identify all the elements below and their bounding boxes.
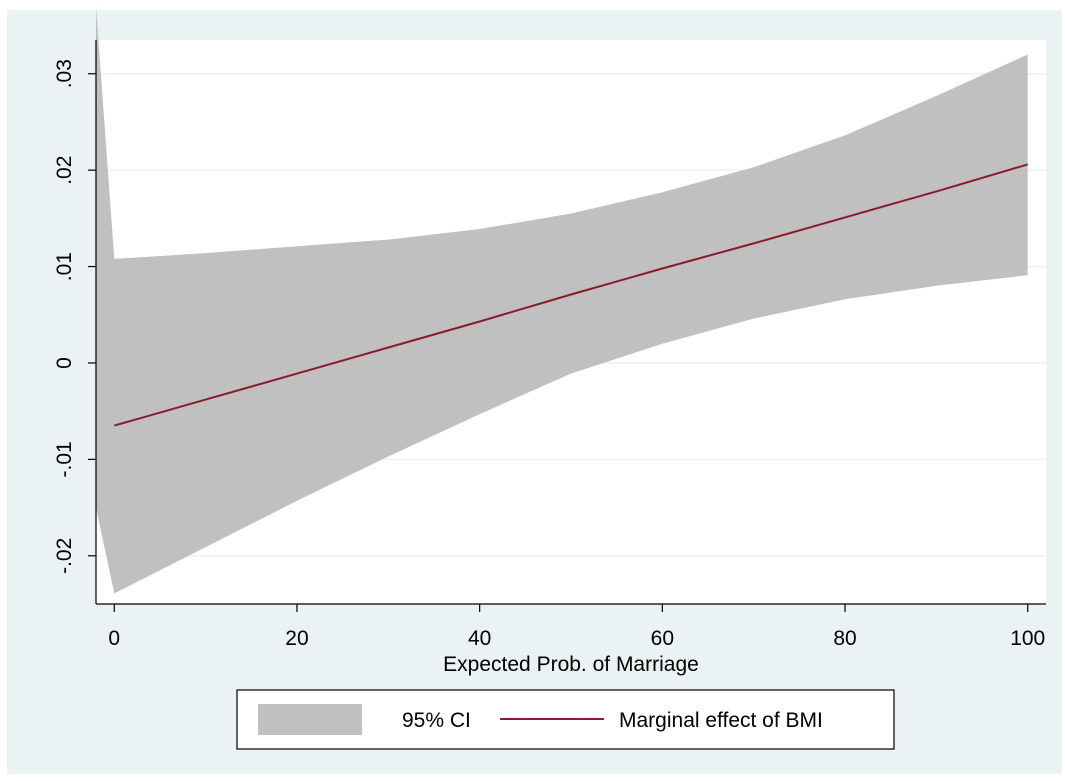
x-axis-title: Expected Prob. of Marriage [443, 653, 699, 676]
x-tick-label: 20 [285, 627, 308, 650]
x-tick-label: 100 [1010, 627, 1045, 650]
legend: 95% CI Marginal effect of BMI [237, 690, 894, 749]
x-tick-label: 60 [651, 627, 674, 650]
y-tick-label: .03 [53, 59, 76, 88]
y-tick-label: -.02 [53, 538, 76, 574]
legend-swatch-ci [258, 704, 362, 735]
x-tick-label: 0 [108, 627, 120, 650]
x-tick-label: 40 [468, 627, 491, 650]
y-tick-label: -.01 [53, 441, 76, 477]
y-tick-label: 0 [53, 357, 76, 369]
y-tick-label: .02 [53, 156, 76, 185]
x-tick-label: 80 [833, 627, 856, 650]
legend-label-line: Marginal effect of BMI [619, 709, 823, 732]
y-tick-label: .01 [53, 252, 76, 281]
legend-label-ci: 95% CI [402, 709, 471, 732]
